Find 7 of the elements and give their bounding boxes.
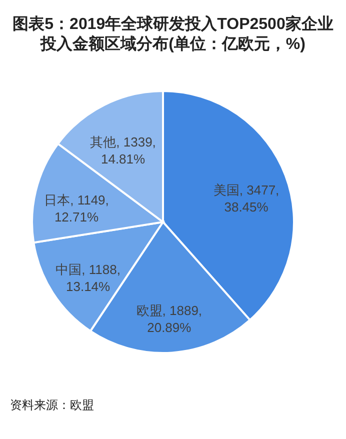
slice-label: 日本, 1149, 12.71% bbox=[44, 192, 109, 225]
slice-label: 美国, 3477, 38.45% bbox=[213, 182, 280, 214]
text: 资料来源：欧盟 bbox=[10, 398, 94, 412]
chart-title: 图表5：2019年全球研发投入TOP2500家企业投入金额区域分布(单位：亿欧元，%) bbox=[12, 14, 334, 53]
slice-label: 其他, 1339, 14.81% bbox=[90, 134, 156, 166]
slice-label: 欧盟, 1889, 20.89% bbox=[136, 302, 202, 335]
slice-label: 中国, 1188, 13.14% bbox=[56, 262, 120, 294]
